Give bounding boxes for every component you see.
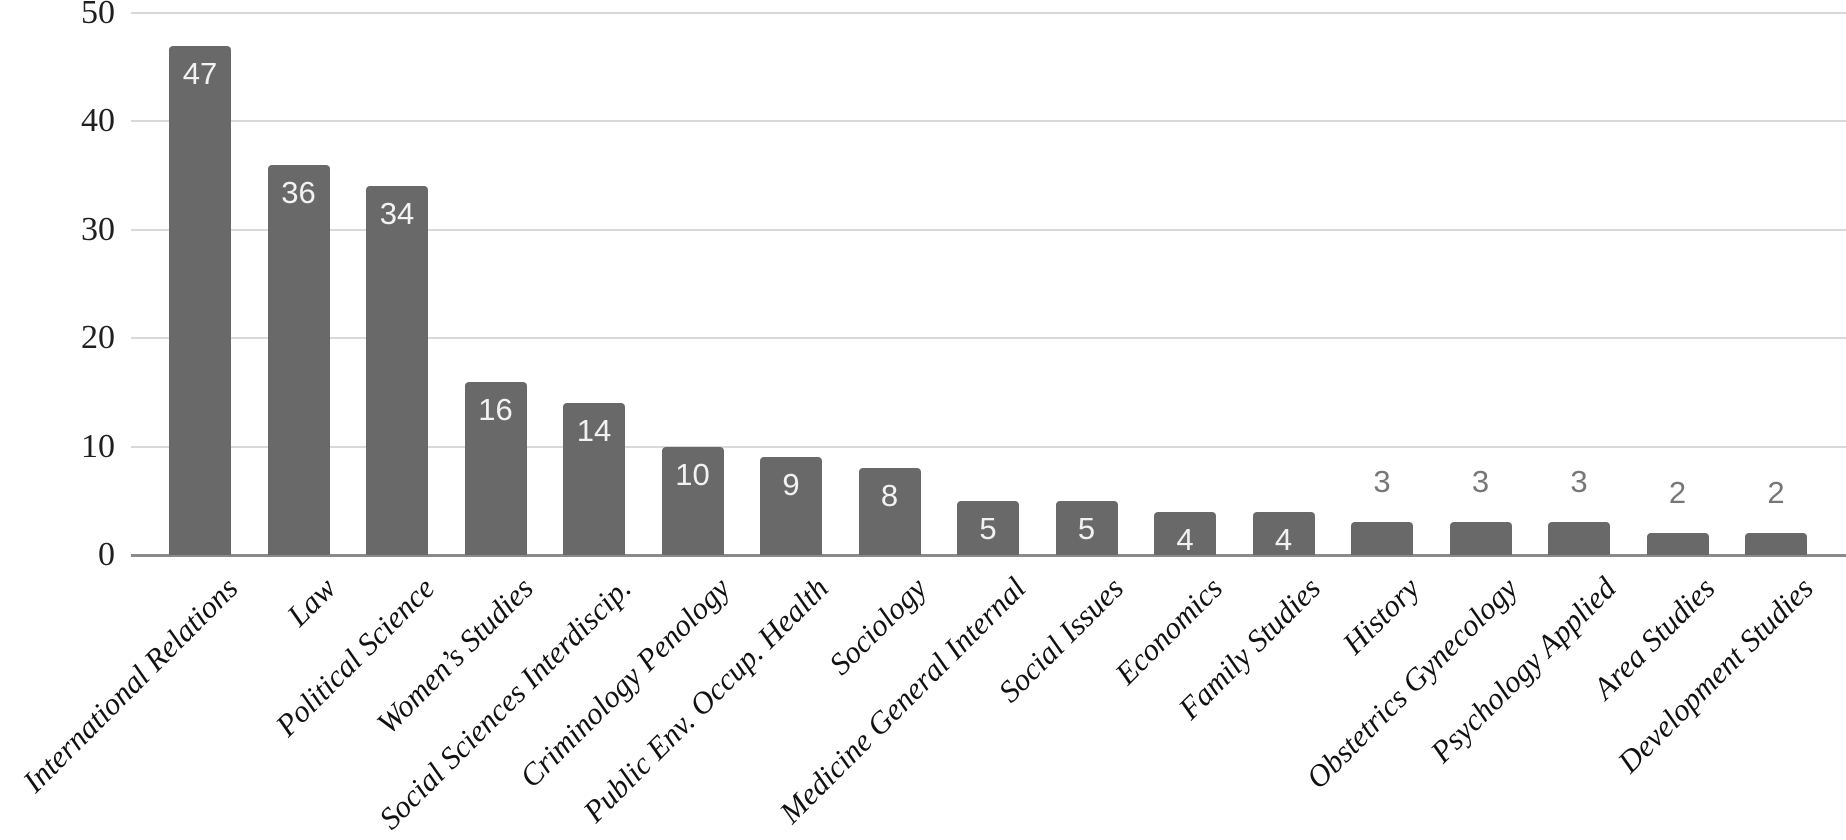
bar: 14 [563, 403, 625, 555]
x-axis-line [131, 554, 1846, 557]
y-axis-tick-label: 50 [81, 0, 115, 31]
bar: 36 [267, 164, 330, 555]
y-axis-tick-label: 30 [81, 210, 115, 248]
x-axis-category-label: International Relations [15, 570, 245, 800]
bar-value-label: 10 [675, 456, 710, 492]
bar-value-label: 2 [1668, 475, 1687, 511]
y-axis-tick-label: 10 [81, 427, 115, 465]
bar [1745, 533, 1807, 555]
bar: 5 [957, 500, 1019, 555]
bar: 34 [366, 186, 428, 555]
bar: 8 [858, 468, 921, 555]
bar-value-label: 16 [478, 391, 513, 427]
x-axis-category-label: Law [280, 570, 343, 633]
bar: 16 [464, 381, 527, 555]
bar-value-label: 2 [1767, 475, 1785, 511]
bar [1548, 522, 1610, 555]
bar-value-label: 3 [1471, 464, 1490, 500]
bar-value-label: 3 [1373, 464, 1391, 500]
y-axis-tick-label: 0 [98, 536, 115, 573]
x-axis-category-label: Development Studies [1610, 570, 1821, 780]
gridline [131, 12, 1846, 14]
gridline [131, 120, 1846, 123]
bar-value-label: 14 [576, 413, 612, 449]
bar-value-label: 36 [281, 174, 316, 210]
bar-value-label: 4 [1176, 521, 1194, 557]
bar: 4 [1154, 511, 1216, 557]
x-axis-category-label: Psychology Applied [1423, 570, 1624, 770]
gridline [131, 228, 1846, 231]
gridline [131, 337, 1846, 340]
bar: 4 [1252, 511, 1315, 557]
x-axis-category-label: History [1335, 570, 1427, 661]
y-axis-tick-label: 40 [81, 102, 115, 140]
y-axis-tick-label: 20 [81, 319, 115, 357]
bar-value-label: 4 [1274, 521, 1293, 557]
bar [1646, 533, 1709, 555]
bar: 10 [661, 446, 724, 555]
bar: 47 [169, 45, 231, 555]
bar-value-label: 3 [1570, 464, 1588, 500]
bar-value-label: 34 [379, 196, 415, 232]
gridline [131, 445, 1846, 448]
bar-value-label: 5 [979, 510, 997, 546]
bar [1449, 522, 1512, 555]
bar [1351, 522, 1413, 555]
bar-value-label: 47 [182, 55, 218, 91]
bar: 5 [1055, 500, 1118, 555]
bar-value-label: 9 [782, 467, 800, 503]
bar: 9 [760, 457, 822, 555]
bar-value-label: 5 [1077, 510, 1096, 546]
bar-value-label: 8 [880, 478, 899, 514]
